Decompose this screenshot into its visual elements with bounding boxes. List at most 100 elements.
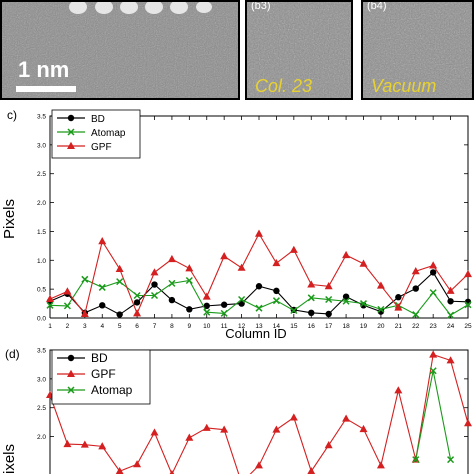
data-point — [203, 302, 210, 310]
data-point — [359, 424, 368, 433]
data-point — [80, 440, 89, 448]
data-point — [185, 264, 194, 272]
series-bd — [46, 269, 472, 318]
data-point — [67, 369, 75, 377]
data-point — [220, 252, 229, 260]
data-point — [185, 433, 194, 441]
x-tick-label: 24 — [447, 323, 455, 330]
data-point — [272, 425, 281, 433]
data-point — [67, 128, 75, 136]
x-tick-label: 17 — [325, 323, 333, 330]
panel-caption: Vacuum — [371, 76, 437, 96]
data-point — [203, 308, 211, 316]
data-point — [325, 310, 332, 318]
data-point — [116, 311, 123, 318]
x-tick-label: 16 — [308, 323, 316, 330]
data-point — [273, 287, 280, 295]
legend-label: Atomap — [91, 383, 133, 397]
y-tick-label: 3.0 — [37, 142, 46, 149]
x-tick-label: 25 — [464, 323, 472, 330]
data-point — [133, 291, 141, 300]
data-point — [202, 292, 211, 300]
series-atomap — [46, 275, 472, 319]
data-point — [220, 309, 228, 317]
data-point — [255, 304, 263, 312]
data-point — [115, 467, 124, 474]
series-gpf — [46, 229, 472, 317]
data-point — [220, 425, 229, 433]
x-tick-label: 12 — [238, 323, 246, 330]
data-point — [342, 297, 350, 305]
micrograph-noise — [363, 2, 472, 98]
y-tick-label: 1.0 — [37, 258, 46, 265]
x-tick-label: 10 — [203, 323, 211, 330]
data-point — [46, 301, 54, 309]
data-point — [307, 467, 316, 474]
data-point — [151, 281, 158, 288]
data-point — [80, 309, 89, 317]
x-tick-label: 11 — [221, 323, 228, 330]
legend-label: BD — [91, 114, 105, 125]
y-tick-label: 1.5 — [37, 229, 46, 236]
data-point — [63, 287, 72, 295]
micrograph-panel: 1 nm — [0, 0, 240, 100]
data-point — [81, 275, 89, 283]
panel-label: (d) — [5, 347, 20, 361]
data-point — [308, 309, 315, 317]
y-axis-label: Pixels — [1, 444, 18, 474]
x-tick-label: 1 — [48, 323, 52, 330]
data-point — [325, 296, 333, 304]
data-point — [63, 439, 72, 448]
panel-id-label: (b4) — [367, 0, 387, 12]
x-tick-label: 22 — [412, 323, 420, 330]
data-point — [412, 285, 419, 292]
y-tick-label: 0.0 — [37, 316, 46, 323]
data-point — [376, 461, 385, 469]
data-point — [255, 461, 263, 469]
x-tick-label: 5 — [118, 323, 122, 330]
x-tick-label: 23 — [430, 323, 438, 330]
data-point — [290, 306, 298, 315]
data-point — [98, 442, 107, 450]
data-point — [307, 294, 315, 302]
data-point — [342, 293, 350, 300]
y-tick-label: 3.5 — [37, 348, 46, 355]
data-point — [411, 267, 420, 275]
data-point — [447, 311, 455, 319]
x-tick-label: 21 — [395, 323, 403, 330]
x-tick-label: 3 — [83, 323, 87, 330]
micrograph-panel-b4: (b4) Vacuum — [361, 0, 474, 100]
legend-label: GPF — [91, 367, 116, 381]
data-point — [168, 279, 176, 287]
data-point — [307, 280, 316, 288]
data-point — [429, 350, 438, 358]
series-gpf — [46, 350, 472, 474]
y-axis-label: Pixels — [1, 199, 18, 239]
data-point — [394, 303, 403, 311]
data-point — [98, 237, 107, 245]
data-point — [446, 356, 455, 364]
plot-frame — [49, 349, 469, 474]
data-point — [133, 309, 142, 317]
legend-label: GPF — [91, 142, 112, 153]
data-point — [63, 302, 71, 310]
data-point — [168, 296, 176, 304]
series-atomap — [412, 367, 455, 464]
data-point — [67, 354, 75, 362]
data-point — [99, 302, 106, 309]
data-point — [412, 456, 420, 464]
data-point — [359, 259, 368, 267]
panel-id-label: (b3) — [251, 0, 271, 12]
data-point — [98, 283, 106, 291]
x-tick-label: 4 — [100, 323, 104, 330]
series-line — [415, 370, 452, 460]
data-point — [133, 460, 142, 468]
x-tick-label: 7 — [153, 323, 157, 330]
legend: BD GPF Atomap — [51, 349, 151, 405]
data-point — [185, 276, 193, 285]
panel-caption: Col. 23 — [255, 76, 313, 96]
x-tick-label: 20 — [377, 323, 385, 330]
data-point — [359, 300, 368, 308]
data-point — [255, 283, 263, 290]
legend-label: BD — [91, 351, 108, 365]
